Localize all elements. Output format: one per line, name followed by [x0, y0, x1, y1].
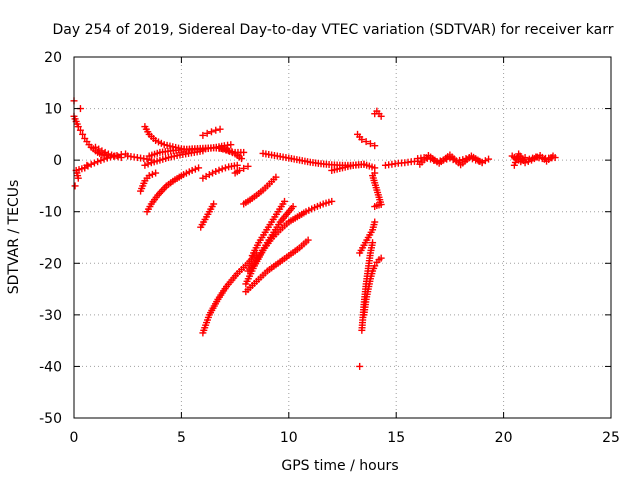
- data-point: [117, 154, 125, 162]
- data-point-track: [148, 170, 156, 178]
- y-tick-label: -10: [39, 205, 62, 221]
- x-tick-label: 25: [602, 430, 620, 446]
- data-point: [94, 158, 102, 166]
- data-point: [145, 172, 153, 180]
- data-point-track: [209, 169, 217, 177]
- data-point: [369, 239, 377, 247]
- data-point: [74, 123, 82, 131]
- data-point: [281, 197, 289, 205]
- data-point: [216, 125, 224, 133]
- data-point: [212, 126, 220, 134]
- data-point: [521, 159, 529, 167]
- data-point: [328, 197, 336, 205]
- y-tick-label: 0: [53, 153, 62, 169]
- y-tick-label: -20: [39, 256, 62, 272]
- data-point: [235, 166, 243, 174]
- data-point: [244, 162, 252, 170]
- data-point: [188, 166, 196, 174]
- data-point-track: [90, 159, 98, 167]
- data-point-track: [108, 151, 116, 159]
- data-point-track: [97, 156, 105, 164]
- data-point: [76, 126, 84, 134]
- x-tick-label: 15: [387, 430, 405, 446]
- data-point: [87, 160, 95, 168]
- data-points: [70, 97, 559, 370]
- data-point: [485, 155, 493, 163]
- data-point-track: [101, 148, 109, 156]
- y-axis-label: SDTVAR / TECUs: [6, 180, 22, 295]
- y-tick-label: -50: [39, 411, 62, 427]
- y-tick-label: -30: [39, 308, 62, 324]
- data-point-track: [103, 154, 111, 162]
- data-point-track: [221, 164, 229, 172]
- x-tick-labels: 0 5 10 15 20 25: [70, 430, 620, 446]
- data-point: [549, 152, 557, 160]
- data-point: [371, 169, 379, 177]
- data-point: [111, 152, 119, 160]
- x-tick-label: 0: [70, 430, 79, 446]
- chart-title: Day 254 of 2019, Sidereal Day-to-day VTE…: [53, 22, 614, 38]
- data-point-track: [144, 160, 152, 168]
- data-point-track: [215, 166, 223, 174]
- plot-frame: [73, 56, 612, 419]
- data-point: [98, 147, 106, 155]
- data-point: [371, 262, 379, 270]
- data-point-track: [228, 148, 236, 156]
- grid-lines: [74, 57, 611, 418]
- data-point: [358, 136, 366, 144]
- data-point: [225, 147, 233, 155]
- data-point-track: [191, 165, 199, 173]
- data-point: [203, 129, 211, 137]
- x-tick-label: 5: [177, 430, 186, 446]
- data-point: [195, 164, 203, 172]
- data-point: [366, 140, 374, 148]
- data-point: [371, 142, 379, 150]
- data-point: [79, 130, 87, 138]
- data-point: [377, 254, 385, 262]
- data-point: [71, 182, 79, 190]
- data-point: [100, 155, 108, 163]
- data-point: [152, 169, 160, 177]
- data-point: [233, 161, 241, 169]
- data-point: [205, 171, 213, 179]
- data-point: [141, 161, 149, 169]
- y-tick-label: 20: [44, 50, 62, 66]
- data-point: [227, 141, 235, 149]
- data-point: [478, 159, 486, 167]
- data-point: [212, 167, 220, 175]
- y-tick-label: 10: [44, 102, 62, 118]
- data-point: [240, 148, 248, 156]
- data-point: [104, 150, 112, 158]
- data-point: [377, 112, 385, 120]
- data-point: [304, 236, 312, 244]
- data-point: [199, 131, 207, 139]
- data-point: [362, 138, 370, 146]
- data-point-track: [524, 157, 532, 165]
- data-point: [207, 128, 215, 136]
- data-point: [218, 165, 226, 173]
- data-point: [272, 173, 280, 181]
- x-axis-label: GPS time / hours: [281, 458, 398, 474]
- y-tick-label: -40: [39, 359, 62, 375]
- data-point: [356, 362, 364, 370]
- axis-ticks: [73, 56, 612, 419]
- data-point: [240, 164, 248, 172]
- data-point-track: [114, 153, 122, 161]
- data-point: [210, 200, 218, 208]
- data-point: [371, 218, 379, 226]
- y-tick-labels: -50 -40 -30 -20 -10 0 10 20: [39, 50, 62, 427]
- data-point: [238, 155, 246, 163]
- data-point: [289, 203, 297, 211]
- x-tick-label: 10: [280, 430, 298, 446]
- x-tick-label: 20: [495, 430, 513, 446]
